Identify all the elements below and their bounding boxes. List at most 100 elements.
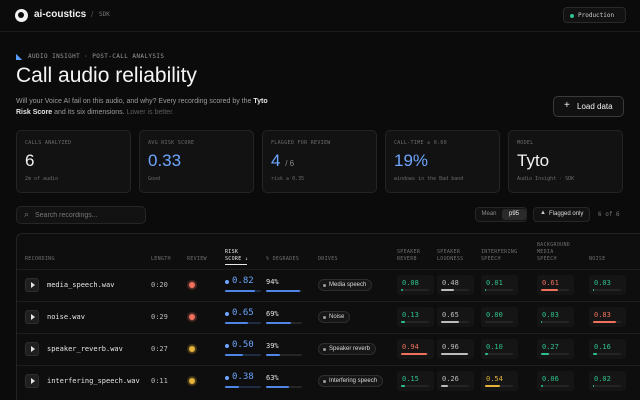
degrades-value: 39% — [266, 342, 279, 350]
search-input[interactable] — [35, 210, 140, 220]
flagged-only-filter[interactable]: ▲ Flagged only — [533, 207, 590, 222]
degrades-bar — [266, 290, 302, 292]
dimension-header-text: REVERB — [397, 256, 417, 262]
risk-score-fill — [225, 290, 255, 292]
stat-label: MODEL — [517, 140, 534, 146]
review-status-dot — [187, 344, 197, 354]
dimension-bar — [485, 353, 513, 355]
dimension-cell: 0.06 — [537, 371, 574, 391]
column-recording[interactable]: RECORDING — [25, 256, 55, 262]
play-icon[interactable] — [25, 342, 39, 356]
dimension-cell: 0.03 — [537, 307, 574, 327]
dimension-value: 0.15 — [402, 375, 419, 383]
stat-subtext: 2m of audio — [25, 176, 59, 182]
recording-length: 0:29 — [151, 313, 168, 321]
dimension-fill — [541, 353, 549, 355]
aggregation-toggle[interactable]: Mean p95 — [475, 207, 527, 222]
dimension-fill — [541, 289, 559, 291]
column-dimension[interactable]: INTERFERING SPEECH — [481, 249, 517, 263]
degrades-fill — [266, 322, 291, 324]
load-data-button[interactable]: + Load data — [553, 96, 624, 117]
dimension-bar — [441, 353, 469, 355]
recording-name[interactable]: speaker_reverb.wav — [47, 345, 123, 353]
breadcrumb-sdk[interactable]: SDK — [99, 11, 110, 18]
dimension-header-text: SPEECH — [481, 256, 501, 262]
toggle-p95[interactable]: p95 — [502, 209, 526, 220]
stat-number: 6 — [25, 151, 35, 170]
dimension-header-text: INTERFERING — [481, 249, 518, 255]
stat-label: FLAGGED FOR REVIEW — [271, 140, 331, 146]
column-risk-score[interactable]: RISK SCORE ↓ — [225, 249, 248, 265]
dimension-value: 0.61 — [542, 279, 559, 287]
environment-label: Production — [578, 12, 615, 19]
risk-score-bar — [225, 354, 261, 356]
risk-score-fill — [225, 354, 243, 356]
dimension-value: 0.03 — [542, 311, 559, 319]
stat-number: 4 — [271, 151, 281, 170]
dimension-bar — [401, 353, 429, 355]
toggle-mean[interactable]: Mean — [481, 211, 497, 217]
dimension-fill — [401, 289, 404, 291]
play-icon[interactable] — [25, 278, 39, 292]
dimension-value: 0.01 — [486, 279, 503, 287]
dimension-bar — [441, 321, 469, 323]
recording-name[interactable]: media_speech.wav — [47, 281, 115, 289]
table-row[interactable]: media_speech.wav 0:20 0.82 94% Media speech 0… — [17, 269, 640, 301]
column-length[interactable]: LENGTH — [151, 256, 171, 262]
dimension-bar — [401, 321, 429, 323]
dimension-bar — [593, 385, 621, 387]
stat-value: 4 / 6 — [271, 151, 294, 171]
dimension-fill — [441, 353, 468, 355]
play-icon[interactable] — [25, 374, 39, 388]
degrades-value: 63% — [266, 374, 279, 382]
column-review[interactable]: REVIEW — [187, 256, 207, 262]
stat-label: CALL-TIME ≥ 0.60 — [394, 140, 447, 146]
table-row[interactable]: interfering_speech.wav 0:11 0.38 63% Interfe… — [17, 365, 640, 397]
dimension-header-text: LOUDNESS — [437, 256, 464, 262]
dimension-value: 0.10 — [486, 343, 503, 351]
stat-number: 0.33 — [148, 151, 182, 170]
dimension-value: 0.65 — [442, 311, 459, 319]
risk-score-bar — [225, 322, 261, 324]
table-row[interactable]: speaker_reverb.wav 0:27 0.50 39% Speaker rev… — [17, 333, 640, 365]
column-drives[interactable]: DRIVES — [318, 256, 338, 262]
environment-badge[interactable]: Production — [563, 7, 626, 23]
column-degrades[interactable]: % DEGRADES — [266, 256, 300, 262]
top-bar: ai-coustics / SDK Production — [0, 0, 640, 32]
dimension-header-text: SPEAKER — [397, 249, 421, 255]
logo-icon[interactable] — [15, 9, 28, 22]
driver-tag: Speaker reverb — [318, 343, 377, 355]
dimension-cell: 0.00 — [481, 307, 518, 327]
review-status-dot — [187, 376, 197, 386]
dimension-value: 0.27 — [542, 343, 559, 351]
dimension-value: 0.26 — [442, 375, 459, 383]
brand-name[interactable]: ai-coustics — [34, 9, 87, 20]
dimension-value: 0.06 — [542, 375, 559, 383]
sort-underline — [225, 264, 247, 265]
degrades-value: 94% — [266, 278, 279, 286]
column-dimension[interactable]: BACKGROUND MEDIA SPEECH — [537, 242, 570, 263]
column-dimension[interactable]: NOISE — [589, 256, 606, 263]
search-box[interactable]: ⌕ — [16, 206, 146, 224]
recording-name[interactable]: noise.wav — [47, 313, 85, 321]
column-dimension[interactable]: SPEAKER REVERB — [397, 249, 420, 263]
dimension-cell: 0.16 — [589, 339, 626, 359]
stat-label: CALLS ANALYZED — [25, 140, 72, 146]
search-icon: ⌕ — [24, 209, 30, 219]
risk-dot-icon — [225, 344, 229, 348]
stat-card: CALL-TIME ≥ 0.60 19% windows in the Bad b… — [385, 130, 500, 193]
stat-subtext: risk ≥ 0.35 — [271, 176, 305, 182]
recordings-table: RECORDING LENGTH REVIEW RISK SCORE ↓ % D… — [16, 233, 640, 400]
table-row[interactable]: noise.wav 0:29 0.65 69% Noise 0.13 0.65 0.00 0.0… — [17, 301, 640, 333]
recording-length: 0:20 — [151, 281, 168, 289]
review-status-dot — [187, 280, 197, 290]
stat-card: AVG RISK SCORE 0.33 Good — [139, 130, 254, 193]
dimension-cell: 0.03 — [589, 275, 626, 295]
dimension-fill — [593, 289, 594, 291]
recording-name[interactable]: interfering_speech.wav — [47, 377, 140, 385]
dimension-value: 0.54 — [486, 375, 503, 383]
column-dimension[interactable]: SPEAKER LOUDNESS — [437, 249, 463, 263]
degrades-fill — [266, 354, 281, 356]
lede-text: Will your Voice AI fail on this audio, a… — [16, 98, 254, 105]
play-icon[interactable] — [25, 310, 39, 324]
